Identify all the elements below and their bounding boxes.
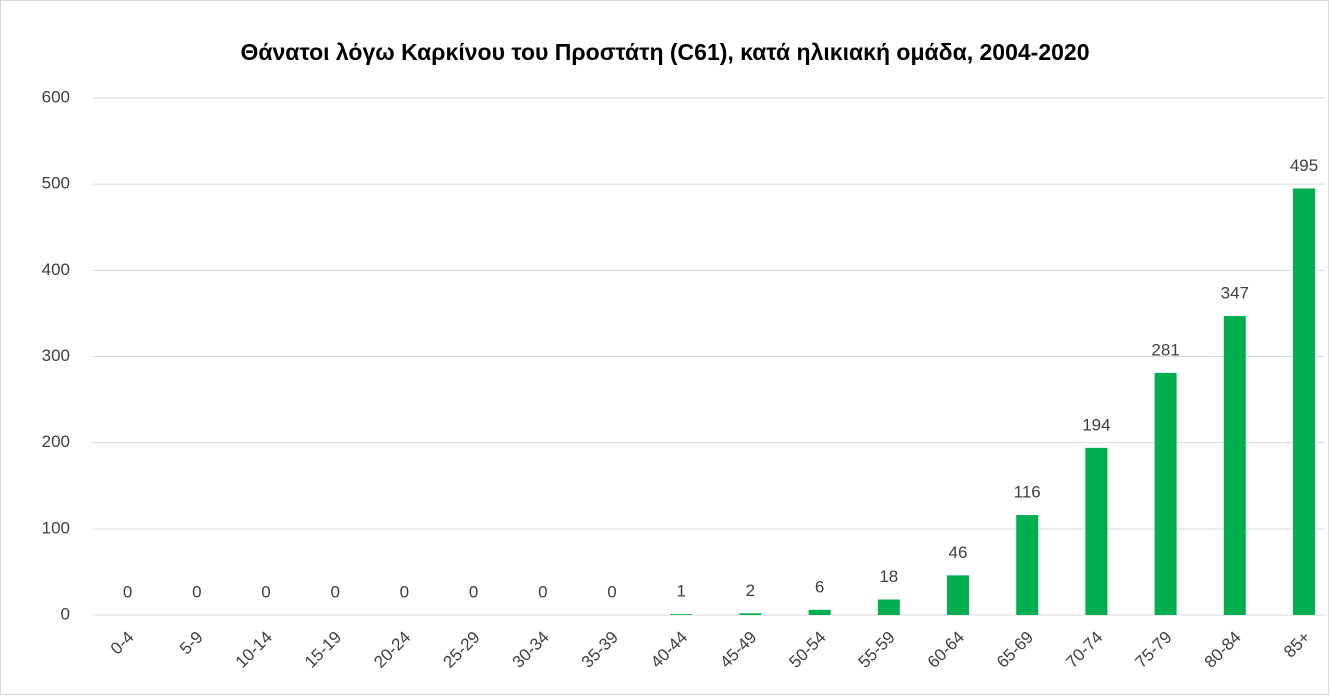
data-label: 116 (1014, 483, 1041, 502)
bar (1154, 372, 1177, 615)
x-tick-label: 50-54 (785, 628, 829, 672)
bar (1085, 447, 1108, 615)
x-tick-label: 75-79 (1131, 628, 1175, 672)
data-label: 46 (949, 543, 968, 562)
x-tick-label: 20-24 (370, 628, 414, 672)
data-label: 194 (1082, 415, 1110, 434)
x-tick-label: 15-19 (301, 628, 345, 672)
x-tick-label: 45-49 (716, 628, 760, 672)
bar (947, 575, 969, 615)
x-tick-label: 85+ (1280, 628, 1314, 662)
x-tick-label: 60-64 (924, 628, 968, 672)
data-label: 2 (746, 581, 755, 600)
x-tick-label: 5-9 (176, 628, 207, 659)
x-tick-label: 35-39 (578, 628, 622, 672)
bar (877, 599, 900, 615)
data-label: 6 (815, 577, 824, 596)
data-label: 0 (400, 582, 409, 601)
x-tick-label: 40-44 (647, 628, 691, 672)
data-label: 347 (1221, 283, 1249, 302)
x-tick-label: 65-69 (993, 628, 1037, 672)
y-tick-label: 300 (42, 346, 70, 365)
bar (1293, 188, 1315, 615)
bar (670, 614, 693, 615)
x-tick-label: 25-29 (439, 628, 483, 672)
data-label: 0 (123, 582, 132, 601)
data-label: 0 (469, 582, 478, 601)
bar (808, 609, 831, 615)
y-tick-label: 600 (42, 87, 70, 106)
chart-title: Θάνατοι λόγω Καρκίνου του Προστάτη (C61)… (240, 39, 1090, 65)
x-tick-label: 55-59 (855, 628, 899, 672)
data-label: 0 (261, 582, 270, 601)
y-tick-label: 0 (61, 604, 70, 623)
bar (1223, 316, 1246, 615)
y-tick-label: 200 (42, 432, 70, 451)
bar (1016, 515, 1039, 615)
data-label: 0 (538, 582, 547, 601)
data-label: 1 (676, 582, 685, 601)
x-tick-label: 10-14 (232, 628, 276, 672)
x-tick-label: 80-84 (1201, 628, 1245, 672)
x-tick-label: 70-74 (1062, 628, 1106, 672)
y-tick-label: 500 (42, 174, 70, 193)
x-tick-label: 0-4 (107, 628, 138, 659)
data-label: 0 (330, 582, 339, 601)
y-tick-label: 100 (42, 518, 70, 537)
data-label: 281 (1151, 340, 1179, 359)
data-label: 18 (879, 567, 898, 586)
x-tick-label: 30-34 (509, 628, 553, 672)
data-label: 0 (192, 582, 201, 601)
y-tick-label: 400 (42, 260, 70, 279)
data-label: 495 (1290, 156, 1318, 175)
bar (739, 613, 762, 615)
data-label: 0 (607, 582, 616, 601)
